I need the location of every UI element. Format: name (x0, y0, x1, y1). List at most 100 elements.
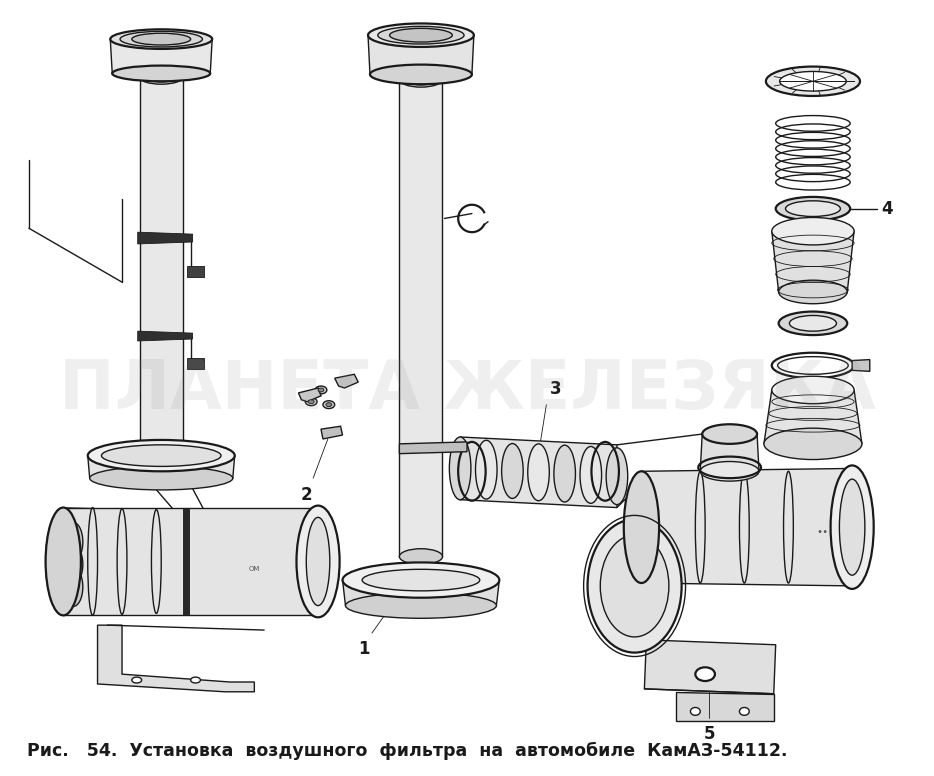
Polygon shape (852, 359, 870, 372)
Ellipse shape (771, 376, 854, 404)
Polygon shape (400, 442, 467, 454)
Ellipse shape (120, 31, 203, 47)
Ellipse shape (64, 545, 83, 584)
Ellipse shape (112, 66, 210, 81)
Ellipse shape (46, 508, 81, 615)
Ellipse shape (64, 567, 83, 607)
Polygon shape (187, 358, 205, 369)
Ellipse shape (343, 563, 500, 598)
Ellipse shape (624, 471, 659, 583)
Ellipse shape (63, 562, 93, 612)
Polygon shape (64, 508, 323, 615)
Polygon shape (140, 78, 183, 449)
Ellipse shape (702, 424, 757, 444)
Polygon shape (321, 426, 343, 439)
Ellipse shape (140, 71, 183, 85)
Ellipse shape (378, 26, 464, 44)
Ellipse shape (475, 440, 497, 499)
Polygon shape (343, 580, 500, 605)
Ellipse shape (140, 442, 183, 456)
Ellipse shape (404, 74, 438, 85)
Text: ∙∙: ∙∙ (816, 527, 828, 537)
Ellipse shape (601, 535, 669, 637)
Ellipse shape (740, 708, 749, 715)
Ellipse shape (789, 316, 837, 331)
Ellipse shape (606, 448, 628, 504)
Polygon shape (368, 35, 474, 74)
Ellipse shape (362, 570, 480, 591)
Ellipse shape (368, 23, 474, 47)
Polygon shape (700, 434, 759, 471)
Polygon shape (644, 640, 776, 694)
Ellipse shape (840, 479, 865, 575)
Polygon shape (183, 508, 189, 615)
Ellipse shape (308, 400, 314, 404)
Polygon shape (400, 79, 443, 556)
Polygon shape (299, 388, 321, 402)
Ellipse shape (502, 444, 523, 498)
Ellipse shape (785, 201, 841, 217)
Polygon shape (137, 331, 192, 341)
Polygon shape (81, 516, 88, 607)
Ellipse shape (318, 388, 324, 392)
Ellipse shape (554, 445, 575, 502)
Ellipse shape (132, 677, 142, 683)
Ellipse shape (528, 444, 549, 501)
Ellipse shape (766, 67, 860, 96)
Ellipse shape (449, 437, 471, 500)
Ellipse shape (700, 462, 759, 481)
Ellipse shape (64, 522, 83, 562)
Text: ПЛАНЕТА ЖЕЛЕЗЯКА: ПЛАНЕТА ЖЕЛЕЗЯКА (59, 357, 875, 423)
Text: 1: 1 (359, 640, 370, 658)
Ellipse shape (110, 29, 212, 49)
Ellipse shape (690, 708, 700, 715)
Ellipse shape (323, 400, 334, 409)
Ellipse shape (400, 549, 443, 564)
Ellipse shape (370, 64, 472, 85)
Ellipse shape (63, 539, 93, 590)
Text: 4: 4 (882, 199, 893, 217)
Ellipse shape (695, 667, 715, 681)
Ellipse shape (580, 446, 601, 504)
Ellipse shape (389, 29, 452, 42)
Polygon shape (334, 374, 359, 388)
Ellipse shape (771, 217, 854, 245)
Ellipse shape (90, 466, 233, 490)
Ellipse shape (63, 516, 93, 567)
Ellipse shape (779, 311, 847, 335)
Ellipse shape (191, 677, 201, 683)
Ellipse shape (132, 33, 191, 45)
Ellipse shape (46, 508, 81, 615)
Polygon shape (110, 39, 212, 74)
Ellipse shape (296, 506, 340, 618)
Text: 2: 2 (301, 486, 312, 504)
Polygon shape (97, 625, 254, 691)
Ellipse shape (306, 518, 330, 605)
Ellipse shape (400, 71, 443, 87)
Text: 5: 5 (703, 725, 715, 743)
Text: Рис.   54.  Установка  воздушного  фильтра  на  автомобиле  КамАЗ-54112.: Рис. 54. Установка воздушного фильтра на… (27, 742, 787, 760)
Ellipse shape (776, 197, 850, 220)
Text: 3: 3 (550, 379, 562, 398)
Polygon shape (460, 437, 617, 508)
Polygon shape (771, 231, 854, 292)
Text: ОМ: ОМ (248, 566, 260, 572)
Polygon shape (187, 265, 205, 277)
Ellipse shape (305, 398, 317, 406)
Ellipse shape (830, 466, 873, 589)
Polygon shape (64, 508, 323, 520)
Ellipse shape (764, 428, 862, 459)
Ellipse shape (326, 403, 332, 407)
Ellipse shape (346, 593, 496, 618)
Polygon shape (764, 390, 862, 444)
Polygon shape (642, 469, 857, 586)
Ellipse shape (102, 445, 221, 466)
Polygon shape (137, 232, 192, 244)
Ellipse shape (587, 519, 682, 653)
Ellipse shape (315, 386, 327, 394)
Polygon shape (88, 456, 234, 478)
Polygon shape (675, 691, 773, 721)
Ellipse shape (779, 280, 847, 303)
Ellipse shape (88, 440, 234, 471)
Ellipse shape (145, 72, 177, 82)
